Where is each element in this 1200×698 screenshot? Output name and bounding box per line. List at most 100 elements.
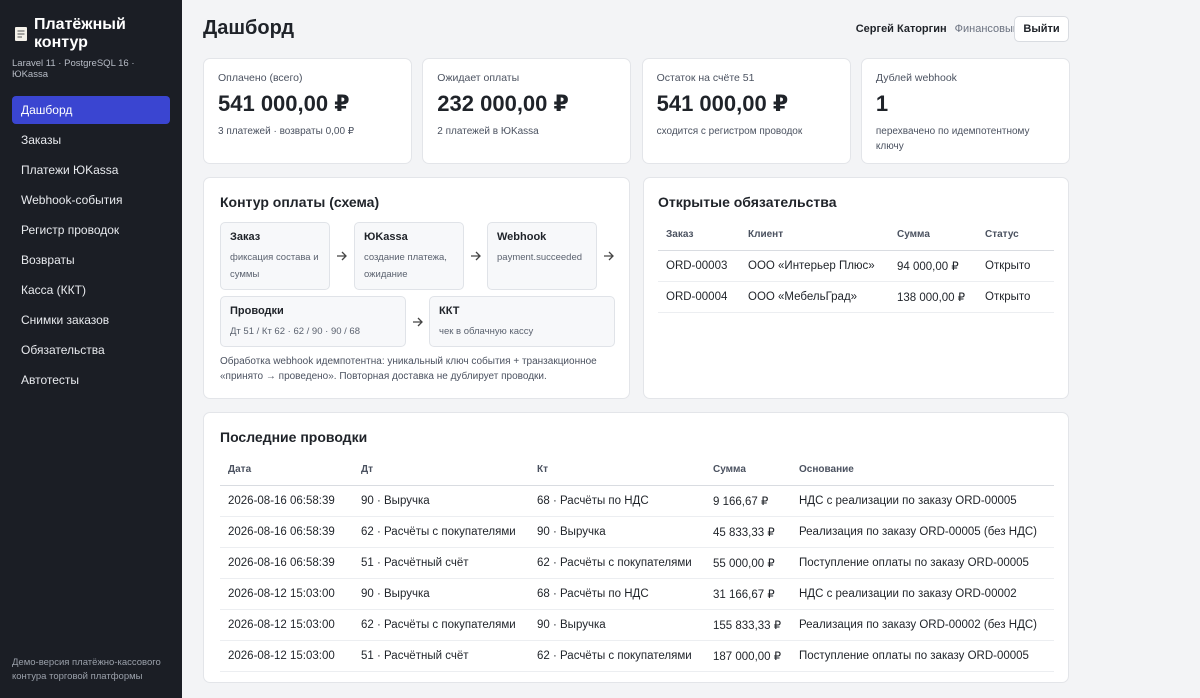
stat-card: Оплачено (всего) 541 000,00 ₽ 3 платежей ·… — [203, 58, 412, 164]
cell-text: 2026-08-12 15:03:00 — [228, 618, 335, 631]
table-cell: НДС с реализации по заказу ORD-00005 — [791, 485, 1054, 517]
flow-step: Заказ фиксация состава и суммы — [220, 222, 330, 290]
column-header: Основание — [791, 455, 1054, 486]
cell-text: 45 833,33 ₽ — [713, 526, 775, 539]
table-row: 2026-08-12 15:03:00 51 · Расчётный счёт 62… — [220, 640, 1054, 672]
stat-note: 2 платежей в ЮKassa — [437, 126, 539, 137]
table-row: ORD-00004 ООО «МебельГрад» 138 000,00 ₽ Отк… — [658, 281, 1054, 313]
table-row: 2026-08-12 15:03:00 90 · Выручка 68 · Расч… — [220, 578, 1054, 610]
table-cell: 68 · Расчёты по НДС — [529, 578, 705, 610]
cell-text: 31 166,67 ₽ — [713, 588, 775, 601]
nav-item[interactable]: Платежи ЮKassa — [21, 163, 119, 177]
table-cell: Реализация по заказу ORD-00005 (без НДС) — [791, 516, 1054, 548]
sidebar: Платёжный контур Laravel 11 · PostgreSQL… — [0, 0, 182, 698]
cell-text: 94 000,00 ₽ — [897, 260, 959, 273]
table-cell: 62 · Расчёты с покупателями — [353, 516, 529, 548]
nav-item[interactable]: Webhook-события — [21, 193, 123, 207]
table-cell: 94 000,00 ₽ — [889, 250, 977, 282]
table-cell: НДС с реализации по заказу ORD-00002 — [791, 578, 1054, 610]
flow-step: Проводки Дт 51 / Кт 62 · 62 / 90 · 90 / 6… — [220, 296, 406, 347]
column-header: Статус — [977, 220, 1054, 251]
brand-subtitle: Laravel 11 · PostgreSQL 16 · ЮKassa — [12, 58, 135, 80]
cell-text: ORD-00004 — [666, 290, 728, 303]
table-cell: 90 · Выручка — [353, 578, 529, 610]
nav-item[interactable]: Касса (ККТ) — [21, 283, 86, 297]
flow-step-text: payment.succeeded — [497, 252, 583, 263]
flow-arrow — [471, 251, 481, 261]
cell-text: 68 · Расчёты по НДС — [537, 587, 649, 600]
table-cell: 2026-08-16 06:58:39 — [220, 516, 353, 548]
column-header: Дата — [220, 455, 353, 486]
flow-arrow — [604, 251, 614, 261]
cell-text: 2026-08-16 06:58:39 — [228, 556, 335, 569]
table-cell: 187 000,00 ₽ — [705, 640, 791, 672]
nav-item[interactable]: Снимки заказов — [21, 313, 110, 327]
table-cell: 55 000,00 ₽ — [705, 547, 791, 579]
cell-text: Поступление оплаты по заказу ORD-00005 — [799, 649, 1029, 662]
flow-step-title: ККТ — [439, 305, 460, 317]
table-cell: Открыто — [977, 250, 1054, 282]
header-row: Дата Дт Кт Сумма Основание — [220, 455, 1054, 486]
stat-value: 541 000,00 ₽ — [656, 91, 789, 116]
cell-text: 62 · Расчёты с покупателями — [361, 525, 516, 538]
nav-item[interactable]: Заказы — [21, 133, 62, 147]
cell-text: 90 · Выручка — [361, 494, 430, 507]
cell-text: 90 · Выручка — [537, 525, 606, 538]
flow-step-title: Заказ — [230, 231, 261, 243]
table-row: 2026-08-16 06:58:39 62 · Расчёты с покупа… — [220, 516, 1054, 548]
cell-text: 55 000,00 ₽ — [713, 557, 775, 570]
table-head: Дата Дт Кт Сумма Основание — [220, 455, 1054, 486]
stat-value: 541 000,00 ₽ — [218, 91, 350, 116]
stat-card: Дублей webhook 1 перехвачено по идемпотент… — [860, 58, 1070, 164]
flow-step-text: фиксация состава и суммы — [230, 252, 319, 280]
table: Дата Дт Кт Сумма Основание 2026-08-16 06:58:3… — [220, 455, 1054, 672]
cell-text: Реализация по заказу ORD-00005 (без НДС) — [799, 525, 1038, 538]
flow-title: Контур оплаты (схема) — [220, 194, 380, 210]
flow-arrow — [337, 251, 347, 261]
table-cell: Реализация по заказу ORD-00002 (без НДС) — [791, 609, 1054, 641]
table-cell: 31 166,67 ₽ — [705, 578, 791, 610]
table-cell: 62 · Расчёты с покупателями — [529, 640, 705, 672]
cell-text: Открыто — [985, 259, 1031, 272]
table-cell: 51 · Расчётный счёт — [353, 640, 529, 672]
cell-text: ООО «Интерьер Плюс» — [748, 259, 875, 272]
logout-button[interactable]: Выйти — [1014, 16, 1069, 42]
cell-text: 2026-08-16 06:58:39 — [228, 525, 335, 538]
cell-text: 68 · Расчёты по НДС — [537, 494, 649, 507]
nav-item[interactable]: Возвраты — [21, 253, 75, 267]
table-head: Заказ Клиент Сумма Статус — [658, 220, 1054, 251]
table-cell: 62 · Расчёты с покупателями — [529, 547, 705, 579]
column-header: Заказ — [658, 220, 740, 251]
table-cell: 2026-08-12 15:03:00 — [220, 609, 353, 641]
page-title: Дашборд — [203, 17, 295, 39]
cell-text: 62 · Расчёты с покупателями — [537, 556, 692, 569]
nav-item[interactable]: Дашборд — [12, 96, 170, 124]
flow-step: ЮKassa создание платежа, ожидание — [354, 222, 464, 290]
nav-item[interactable]: Автотесты — [21, 373, 80, 387]
table-cell: Поступление оплаты по заказу ORD-00005 — [791, 547, 1054, 579]
stat-note: сходится с регистром проводок — [656, 126, 803, 137]
cell-text: НДС с реализации по заказу ORD-00002 — [799, 587, 1017, 600]
nav-item[interactable]: Регистр проводок — [21, 223, 120, 237]
table-cell: 51 · Расчётный счёт — [353, 547, 529, 579]
header-row: Заказ Клиент Сумма Статус — [658, 220, 1054, 251]
cell-text: Поступление оплаты по заказу ORD-00005 — [799, 556, 1029, 569]
nav: Дашборд Заказы Платежи ЮKassa Webhook-событ… — [12, 96, 170, 394]
cell-text: 2026-08-12 15:03:00 — [228, 587, 335, 600]
cell-text: 90 · Выручка — [537, 618, 606, 631]
column-header: Кт — [529, 455, 705, 486]
flow-note: Обработка webhook идемпотентна: уникальн… — [220, 356, 597, 382]
nav-item[interactable]: Обязательства — [21, 343, 105, 357]
table-cell: 138 000,00 ₽ — [889, 281, 977, 313]
flow-step-title: ЮKassa — [364, 231, 408, 243]
entries-card: Последние проводки Дата Дт Кт Сумма Основани… — [203, 412, 1069, 683]
table-cell: ORD-00003 — [658, 250, 740, 282]
table-row: 2026-08-16 06:58:39 90 · Выручка 68 · Расч… — [220, 485, 1054, 517]
stat-label: Остаток на счёте 51 — [656, 72, 755, 84]
flow-card: Контур оплаты (схема) Заказ фиксация сост… — [203, 177, 630, 399]
table-cell: ООО «Интерьер Плюс» — [740, 250, 889, 282]
column-header: Сумма — [705, 455, 791, 486]
stat-value: 232 000,00 ₽ — [437, 91, 569, 116]
cell-text: ORD-00003 — [666, 259, 728, 272]
